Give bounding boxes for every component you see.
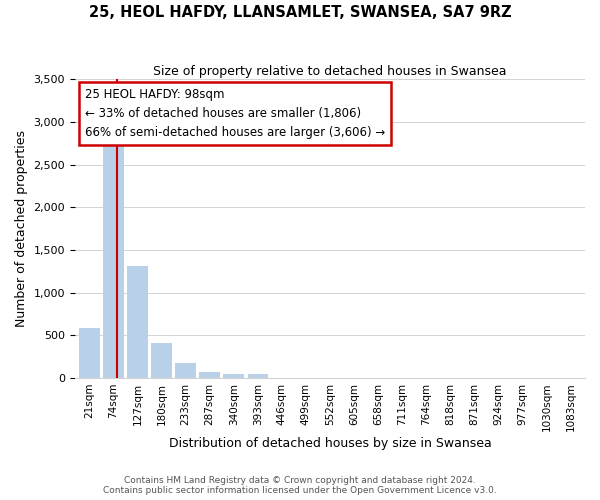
Bar: [151, 342, 172, 378]
Bar: [199, 372, 220, 378]
Text: 25, HEOL HAFDY, LLANSAMLET, SWANSEA, SA7 9RZ: 25, HEOL HAFDY, LLANSAMLET, SWANSEA, SA7…: [89, 5, 511, 20]
Bar: [103, 130, 124, 378]
Bar: [248, 374, 268, 378]
Bar: [79, 328, 100, 378]
Title: Size of property relative to detached houses in Swansea: Size of property relative to detached ho…: [153, 65, 507, 78]
Bar: [127, 266, 148, 378]
X-axis label: Distribution of detached houses by size in Swansea: Distribution of detached houses by size …: [169, 437, 491, 450]
Y-axis label: Number of detached properties: Number of detached properties: [15, 130, 28, 327]
Text: 25 HEOL HAFDY: 98sqm
← 33% of detached houses are smaller (1,806)
66% of semi-de: 25 HEOL HAFDY: 98sqm ← 33% of detached h…: [85, 88, 385, 139]
Bar: [175, 364, 196, 378]
Bar: [223, 374, 244, 378]
Text: Contains HM Land Registry data © Crown copyright and database right 2024.
Contai: Contains HM Land Registry data © Crown c…: [103, 476, 497, 495]
